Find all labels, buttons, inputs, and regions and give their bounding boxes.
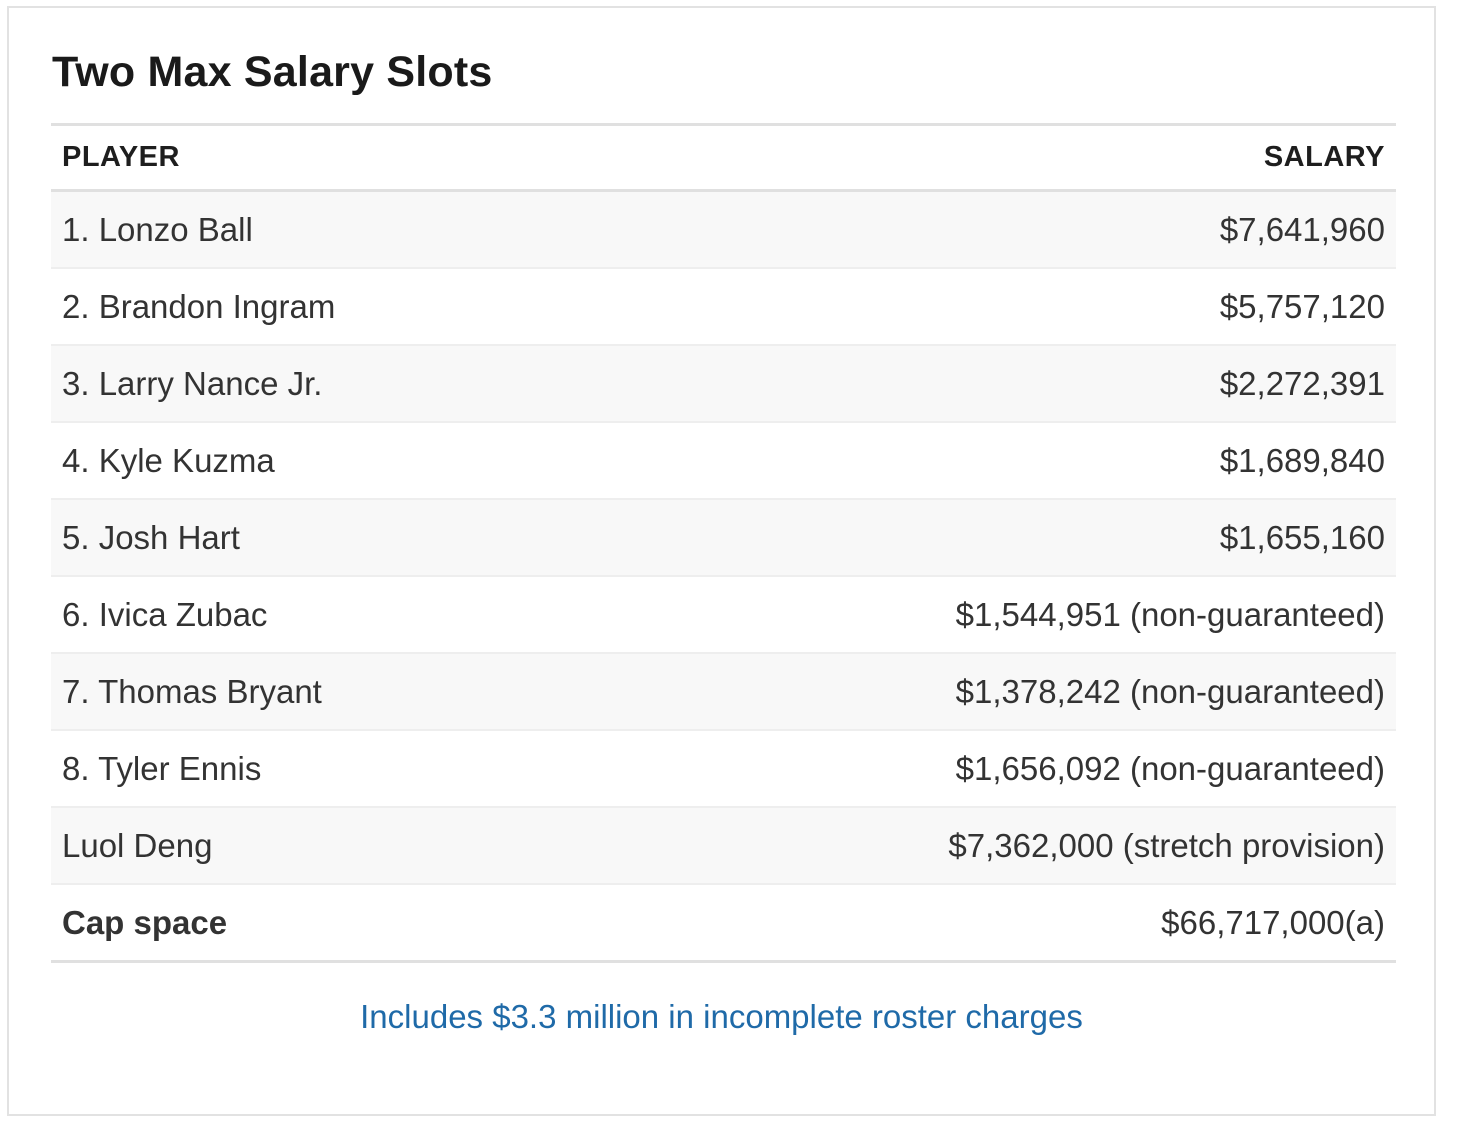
table-row: 3. Larry Nance Jr. $2,272,391 [51,346,1396,423]
table-row: 5. Josh Hart $1,655,160 [51,500,1396,577]
player-salary: $1,655,160 [1219,518,1385,556]
player-salary: $1,689,840 [1219,441,1385,479]
player-name: 1. Lonzo Ball [62,210,253,248]
player-salary: $1,544,951 (non-guaranteed) [955,595,1385,633]
player-name: 6. Ivica Zubac [62,595,268,633]
player-name: 4. Kyle Kuzma [62,441,275,479]
player-salary: $5,757,120 [1219,287,1385,325]
footnote-link[interactable]: Includes $3.3 million in incomplete rost… [360,998,1083,1035]
table-row: 4. Kyle Kuzma $1,689,840 [51,423,1396,500]
table-row: 7. Thomas Bryant $1,378,242 (non-guarant… [51,654,1396,731]
player-salary: $2,272,391 [1219,364,1385,402]
cap-space-value: $66,717,000(a) [1161,903,1385,941]
table-title: Two Max Salary Slots [52,48,493,96]
player-name: 8. Tyler Ennis [62,749,262,787]
table-row: 2. Brandon Ingram $5,757,120 [51,269,1396,346]
salary-card: Two Max Salary Slots PLAYER SALARY 1. Lo… [7,6,1436,1116]
player-salary: $7,641,960 [1219,210,1385,248]
player-column-header: PLAYER [62,141,180,173]
player-name: Luol Deng [62,826,213,864]
player-salary: $1,378,242 (non-guaranteed) [955,672,1385,710]
cap-space-label: Cap space [62,903,228,941]
table-header: PLAYER SALARY [51,126,1396,192]
player-name: 2. Brandon Ingram [62,287,336,325]
table-row: 8. Tyler Ennis $1,656,092 (non-guarantee… [51,731,1396,808]
player-salary: $1,656,092 (non-guaranteed) [955,749,1385,787]
player-name: 5. Josh Hart [62,518,240,556]
salary-table: PLAYER SALARY 1. Lonzo Ball $7,641,960 2… [51,123,1396,963]
table-row: 1. Lonzo Ball $7,641,960 [51,192,1396,269]
player-name: 3. Larry Nance Jr. [62,364,323,402]
table-row: 6. Ivica Zubac $1,544,951 (non-guarantee… [51,577,1396,654]
player-name: 7. Thomas Bryant [62,672,322,710]
salary-column-header: SALARY [1263,141,1385,173]
table-row: Luol Deng $7,362,000 (stretch provision) [51,808,1396,885]
cap-space-row: Cap space $66,717,000(a) [51,885,1396,963]
player-salary: $7,362,000 (stretch provision) [948,826,1385,864]
